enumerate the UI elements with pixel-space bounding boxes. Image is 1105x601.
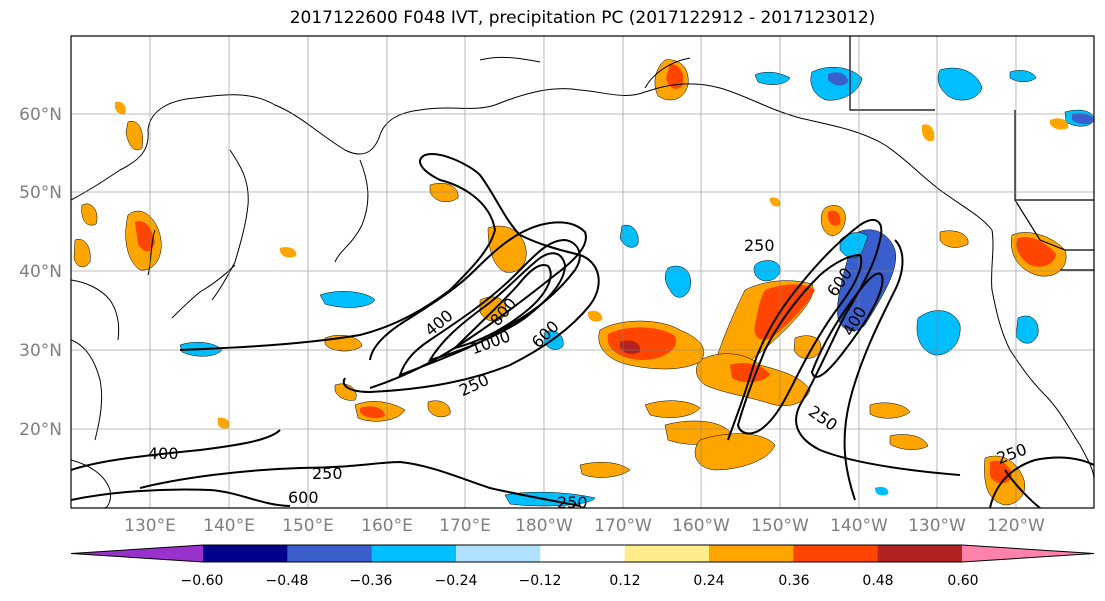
lon-tick-label: 140°E (203, 516, 255, 536)
colorbar-swatch (456, 545, 541, 562)
precip-positive-shading (73, 59, 1069, 506)
lon-tick-label: 160°E (361, 516, 413, 536)
colorbar-extend-min (71, 545, 203, 562)
colorbar-tick-label: −0.24 (435, 573, 478, 589)
lon-tick-label: 140°W (830, 516, 888, 536)
lon-tick-label: 130°W (908, 516, 966, 536)
lon-tick-label: 150°W (751, 516, 809, 536)
colorbar-extend-max (962, 545, 1094, 562)
colorbar-tick-label: −0.12 (519, 573, 562, 589)
lat-tick-label: 50°N (19, 183, 62, 203)
lat-tick-label: 60°N (19, 105, 62, 125)
contour-label: 250 (557, 493, 588, 512)
colorbar-tick-label: −0.36 (350, 573, 393, 589)
colorbar (70, 544, 1095, 563)
colorbar-tick-label: −0.60 (181, 573, 224, 589)
map-title: 2017122600 F048 IVT, precipitation PC (2… (289, 8, 876, 28)
lon-tick-label: 120°W (987, 516, 1045, 536)
map-frame (70, 35, 1095, 509)
colorbar-tick-label: 0.24 (693, 573, 724, 589)
lon-tick-label: 160°W (672, 516, 730, 536)
lon-tick-label: 170°E (439, 516, 491, 536)
longitude-labels: 130°E 140°E 150°E 160°E 170°E 180°W 170°… (124, 516, 1045, 536)
contour-label: 250 (312, 464, 343, 483)
lon-tick-label: 130°E (124, 516, 176, 536)
map-panel: 250 400 600 800 1000 600 400 250 250 400… (70, 35, 1095, 512)
colorbar-tick-label: 0.12 (609, 573, 640, 589)
lon-tick-label: 180°W (515, 516, 573, 536)
lat-tick-label: 20°N (19, 420, 62, 440)
colorbar-swatch (877, 545, 963, 562)
colorbar-swatch (624, 545, 710, 562)
contour-label: 600 (288, 488, 319, 507)
colorbar-swatch (371, 545, 457, 562)
colorbar-labels: −0.60 −0.48 −0.36 −0.24 −0.12 0.12 0.24 … (181, 573, 979, 589)
colorbar-tick-label: −0.48 (266, 573, 309, 589)
colorbar-swatch (287, 545, 373, 562)
lon-tick-label: 170°W (594, 516, 652, 536)
ivt-contours (71, 153, 1094, 508)
latitude-labels: 60°N 50°N 40°N 30°N 20°N (19, 105, 62, 440)
colorbar-swatch (540, 545, 626, 562)
political-boundaries (849, 36, 1094, 271)
colorbar-outline (70, 544, 1095, 563)
lon-tick-label: 150°E (282, 516, 334, 536)
colorbar-swatch (709, 545, 794, 562)
colorbar-tick-label: 0.36 (778, 573, 809, 589)
colorbar-tick-label: 0.60 (947, 573, 978, 589)
colorbar-swatch (203, 545, 288, 562)
contour-label: 400 (148, 444, 179, 463)
lat-tick-label: 30°N (19, 341, 62, 361)
colorbar-swatch (793, 545, 879, 562)
contour-label: 250 (744, 236, 775, 255)
lat-tick-label: 40°N (19, 262, 62, 282)
graticule (71, 36, 1094, 508)
colorbar-tick-label: 0.48 (862, 573, 893, 589)
